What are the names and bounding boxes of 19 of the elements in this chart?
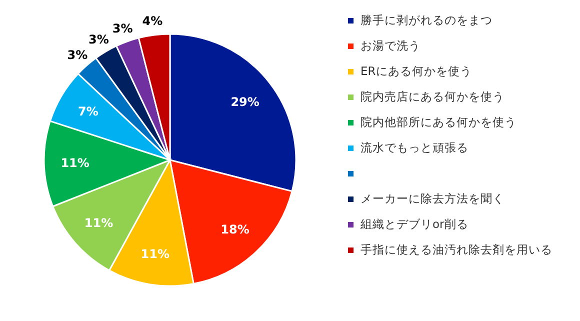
data-label: 3% <box>88 32 109 46</box>
legend-label: 勝手に剥がれるのをまつ <box>360 12 492 27</box>
legend-label: 院内売店にある何かを使う <box>360 89 504 104</box>
data-label: 18% <box>220 222 250 236</box>
legend-label: 手指に使える油汚れ除去剤を用いる <box>360 242 552 256</box>
legend-label: お湯で洗う <box>360 38 420 52</box>
data-label: 11% <box>140 246 170 261</box>
legend-label: 院内他部所にある何かを使う <box>360 114 516 129</box>
data-label: 11% <box>84 216 114 230</box>
data-label: 29% <box>230 94 260 109</box>
data-label: 7% <box>78 104 98 119</box>
data-label: 3% <box>112 21 133 36</box>
data-label: 11% <box>60 156 90 170</box>
legend-label: 流水でもっと頑張る <box>360 140 468 154</box>
data-label: 3% <box>67 48 88 62</box>
legend-label: メーカーに除去方法を聞く <box>360 191 504 206</box>
data-label: 4% <box>142 14 163 28</box>
legend-label: 組織とデブリor削る <box>360 216 468 231</box>
legend-label: ERにある何かを使う <box>360 64 472 78</box>
